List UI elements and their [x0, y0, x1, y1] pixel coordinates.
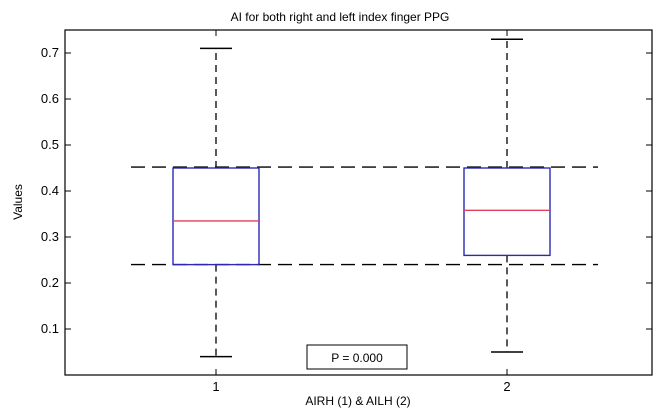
y-tick-label: 0.1	[41, 321, 59, 336]
chart-title: AI for both right and left index finger …	[231, 10, 450, 24]
p-value-annotation: P = 0.000	[306, 344, 408, 370]
y-tick-label: 0.5	[41, 137, 59, 152]
box-1	[172, 47, 260, 358]
x-tick-label: 2	[503, 379, 510, 394]
box-series	[172, 38, 551, 358]
box-rect	[463, 167, 551, 257]
box-2	[463, 38, 551, 353]
y-tick-label: 0.2	[41, 275, 59, 290]
p-value-box	[306, 344, 408, 370]
y-tick-label: 0.4	[41, 183, 59, 198]
y-tick-label: 0.3	[41, 229, 59, 244]
reference-lines	[131, 166, 598, 266]
y-tick-label: 0.6	[41, 91, 59, 106]
y-axis-ticks: 0.1 0.2 0.3 0.4 0.5 0.6 0.7	[41, 45, 652, 336]
plot-area-frame	[64, 29, 653, 376]
x-tick-label: 1	[212, 379, 219, 394]
y-tick-label: 0.7	[41, 45, 59, 60]
p-value-text: P = 0.000	[331, 351, 383, 365]
y-axis-label: Values	[11, 184, 25, 220]
box-rect	[172, 167, 260, 266]
x-axis-label: AIRH (1) & AILH (2)	[305, 394, 410, 408]
